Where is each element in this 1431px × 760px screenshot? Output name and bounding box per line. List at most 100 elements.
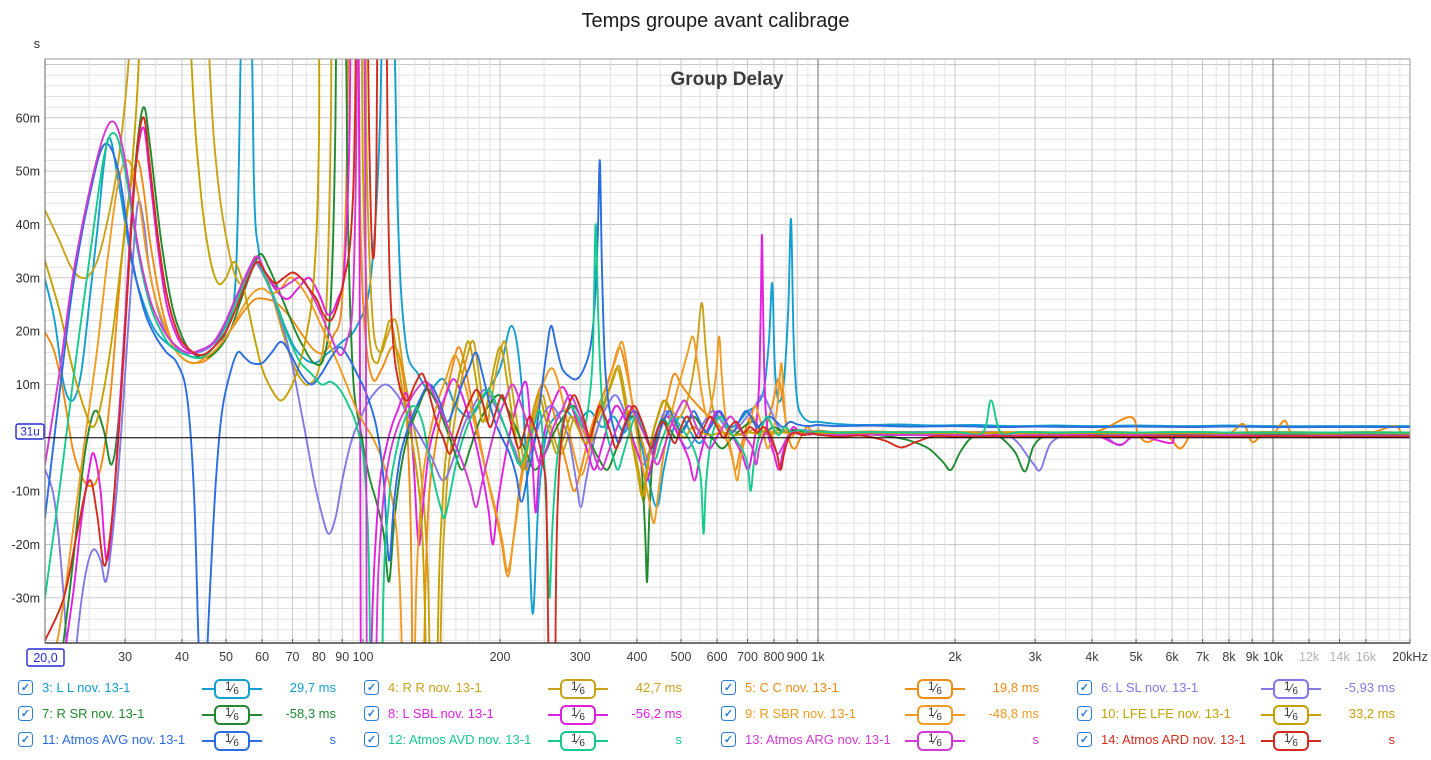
smoothing-control[interactable]: 1⁄6 [548,678,608,700]
smoothing-numerator: 1 [571,707,578,719]
y-tick-label: -20m [12,538,40,552]
series-label: 12: Atmos AVD nov. 13-1 [388,732,532,747]
series-checkbox[interactable]: ✓ [1077,732,1092,747]
x-tick-label: 200 [490,650,511,664]
series-checkbox[interactable]: ✓ [721,706,736,721]
fraction-slash: ⁄ [1290,707,1293,721]
smoothing-wire [249,714,262,716]
cursor-readout-value: -56,2 ms [631,706,682,721]
x-tick-label: 14k [1329,650,1350,664]
fraction-slash: ⁄ [231,681,234,695]
smoothing-control[interactable]: 1⁄6 [202,704,262,726]
smoothing-wire [1261,740,1273,742]
smoothing-control[interactable]: 1⁄6 [202,678,262,700]
series-curve [45,59,1410,643]
cursor-readout-value: s [1388,732,1396,747]
smoothing-wire [202,714,214,716]
smoothing-numerator: 1 [225,733,232,745]
smoothing-wire [548,740,560,742]
group-delay-chart[interactable]: 30 40 50 60 70 80 90 100 200 300 400 500 600 700 800 90… [0,0,1431,672]
smoothing-denominator: 6 [579,712,585,723]
smoothing-wire [1261,688,1273,690]
legend-item: ✓ 3: L L nov. 13-1 1⁄6 29,7 ms [18,678,340,700]
x-tick-label: 16k [1356,650,1377,664]
fraction-slash: ⁄ [934,733,937,747]
fraction-slash: ⁄ [231,733,234,747]
smoothing-fraction: 1⁄6 [917,731,953,751]
cursor-readout-value: 19,8 ms [992,680,1039,695]
legend-item: ✓ 9: R SBR nov. 13-1 1⁄6 -48,8 ms [721,704,1043,726]
cursor-readout-value: s [1032,732,1040,747]
series-curve [45,132,1410,643]
smoothing-control[interactable]: 1⁄6 [202,730,262,752]
smoothing-fraction: 1⁄6 [214,705,250,725]
y-tick-label: 60m [16,111,40,125]
smoothing-control[interactable]: 1⁄6 [905,704,965,726]
smoothing-wire [595,740,608,742]
series-checkbox[interactable]: ✓ [364,706,379,721]
legend-item: ✓ 12: Atmos AVD nov. 13-1 1⁄6 s [364,730,686,752]
y-tick-label: 30m [16,271,40,285]
smoothing-wire [202,688,214,690]
series-curves [45,59,1410,643]
series-label: 14: Atmos ARD nov. 13-1 [1101,732,1246,747]
fraction-slash: ⁄ [231,707,234,721]
series-checkbox[interactable]: ✓ [18,732,33,747]
smoothing-wire [202,740,214,742]
cursor-y-value: 31u [20,427,39,439]
series-label: 6: L SL nov. 13-1 [1101,680,1199,695]
smoothing-denominator: 6 [233,738,239,749]
fraction-slash: ⁄ [934,707,937,721]
x-tick-label: 12k [1299,650,1320,664]
y-tick-label: -10m [12,485,40,499]
smoothing-denominator: 6 [1292,738,1298,749]
series-checkbox[interactable]: ✓ [18,680,33,695]
series-label: 11: Atmos AVG nov. 13-1 [42,732,186,747]
x-tick-label: 300 [570,650,591,664]
series-checkbox[interactable]: ✓ [1077,706,1092,721]
x-tick-label: 100 [353,650,374,664]
smoothing-denominator: 6 [233,686,239,697]
series-checkbox[interactable]: ✓ [18,706,33,721]
x-tick-label: 50 [219,650,233,664]
smoothing-numerator: 1 [928,681,935,693]
series-checkbox[interactable]: ✓ [364,680,379,695]
series-checkbox[interactable]: ✓ [721,680,736,695]
x-tick-label: 3k [1029,650,1043,664]
series-checkbox[interactable]: ✓ [364,732,379,747]
legend-item: ✓ 8: L SBL nov. 13-1 1⁄6 -56,2 ms [364,704,686,726]
smoothing-wire [548,714,560,716]
x-tick-label: 900 [787,650,808,664]
x-tick-label: 800 [764,650,785,664]
smoothing-wire [249,740,262,742]
x-tick-label: 9k [1246,650,1260,664]
legend-item: ✓ 4: R R nov. 13-1 1⁄6 42,7 ms [364,678,686,700]
smoothing-numerator: 1 [1284,707,1291,719]
series-curve [65,59,1410,643]
smoothing-control[interactable]: 1⁄6 [1261,678,1321,700]
smoothing-wire [952,688,965,690]
chart-legend: ✓ 3: L L nov. 13-1 1⁄6 29,7 ms ✓ 4: R R nov. … [0,672,1431,760]
series-checkbox[interactable]: ✓ [721,732,736,747]
fraction-slash: ⁄ [577,707,580,721]
series-curve [45,59,1410,643]
series-label: 7: R SR nov. 13-1 [42,706,145,721]
cursor-readout-value: 42,7 ms [635,680,682,695]
cursor-readout-value: -48,8 ms [988,706,1039,721]
smoothing-wire [1308,714,1321,716]
series-checkbox[interactable]: ✓ [1077,680,1092,695]
y-tick-label: 10m [16,378,40,392]
x-tick-label: 2k [948,650,962,664]
smoothing-denominator: 6 [936,712,942,723]
smoothing-control[interactable]: 1⁄6 [905,678,965,700]
smoothing-denominator: 6 [1292,712,1298,723]
smoothing-control[interactable]: 1⁄6 [1261,704,1321,726]
legend-item: ✓ 14: Atmos ARD nov. 13-1 1⁄6 s [1077,730,1399,752]
series-curve [62,59,1410,643]
smoothing-control[interactable]: 1⁄6 [1261,730,1321,752]
smoothing-wire [952,740,965,742]
smoothing-control[interactable]: 1⁄6 [548,704,608,726]
smoothing-control[interactable]: 1⁄6 [548,730,608,752]
smoothing-fraction: 1⁄6 [917,705,953,725]
smoothing-control[interactable]: 1⁄6 [905,730,965,752]
